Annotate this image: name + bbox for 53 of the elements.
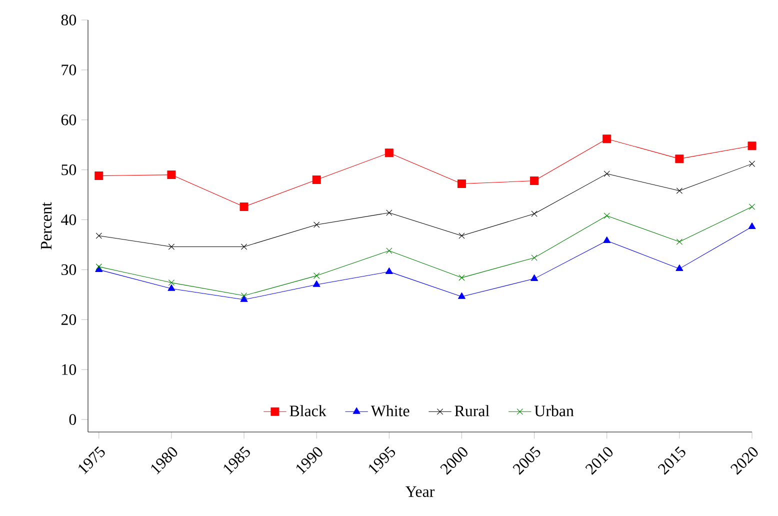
y-tick-label: 40 [61, 214, 76, 226]
point [676, 264, 684, 271]
point [531, 210, 538, 217]
point [604, 212, 610, 219]
x-axis-title: Year [406, 486, 435, 497]
point [748, 142, 756, 150]
legend-label: Rural [454, 405, 490, 416]
point [386, 210, 392, 216]
point [385, 267, 393, 274]
point [748, 222, 756, 229]
legend-label: Black [290, 405, 326, 416]
y-tick-label: 20 [61, 314, 76, 325]
point [94, 172, 104, 180]
point [240, 295, 248, 302]
point [748, 160, 756, 167]
point [676, 188, 683, 194]
point [96, 232, 102, 239]
y-tick-label: 80 [61, 14, 76, 26]
point [457, 180, 466, 188]
point [168, 244, 175, 250]
point [748, 204, 756, 210]
y-tick-label: 30 [61, 264, 76, 276]
point [314, 222, 320, 228]
point [168, 284, 176, 291]
point [312, 280, 320, 287]
point [458, 292, 466, 299]
point [458, 274, 465, 281]
legend-label: White [370, 405, 410, 416]
point [530, 176, 539, 186]
point [675, 154, 684, 164]
point [676, 238, 683, 245]
point [458, 232, 465, 239]
point [240, 202, 248, 212]
point [312, 176, 321, 184]
y-tick-label: 60 [61, 114, 76, 126]
point [168, 280, 175, 286]
point [603, 236, 611, 243]
y-tick-label: 50 [62, 164, 76, 176]
point [384, 148, 394, 158]
point [167, 170, 176, 180]
point [386, 248, 392, 254]
y-tick-label: 0 [69, 414, 76, 425]
point [531, 254, 538, 261]
point [604, 170, 610, 177]
y-axis-title: Percent [41, 202, 52, 250]
point [530, 274, 538, 281]
legend-label: Urban [534, 405, 574, 416]
point [240, 292, 248, 299]
y-tick-label: 70 [62, 64, 76, 76]
point [314, 272, 320, 279]
point [240, 244, 248, 250]
point [602, 134, 612, 144]
y-tick-label: 10 [62, 364, 76, 375]
